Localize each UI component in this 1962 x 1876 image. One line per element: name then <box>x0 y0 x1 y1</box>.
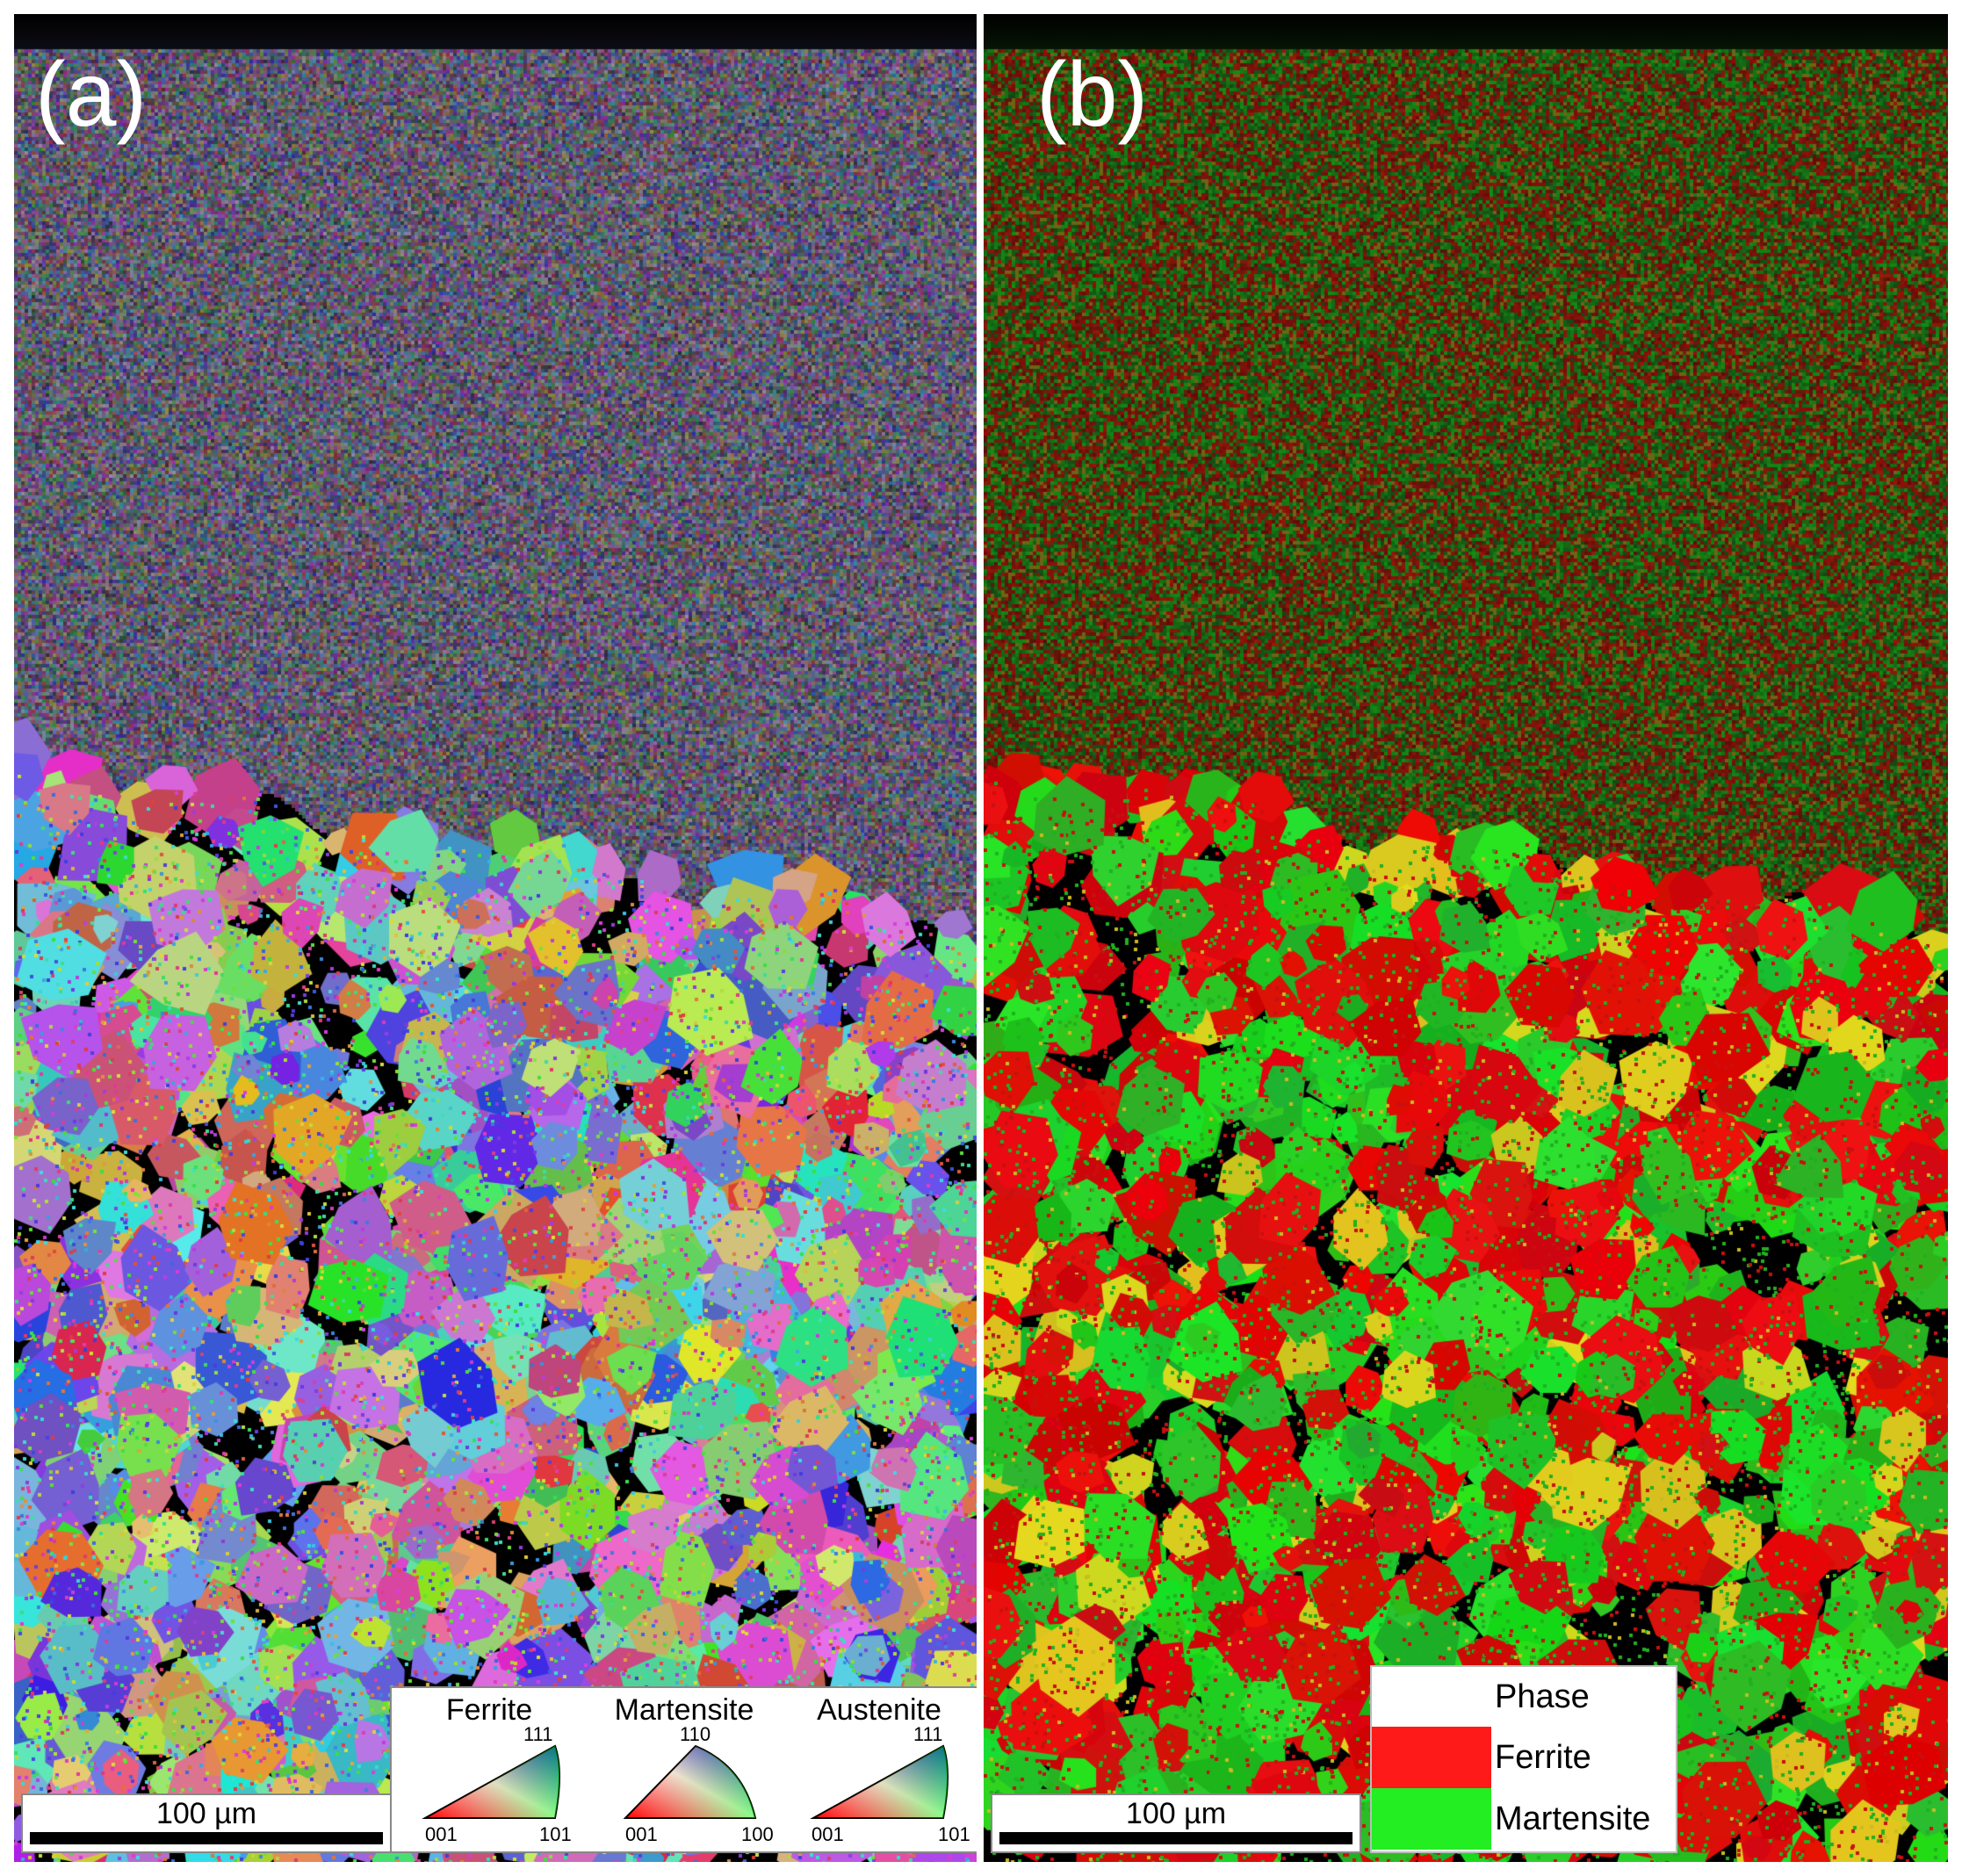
phase-legend-entry-martensite: Martensite <box>1372 1788 1674 1850</box>
phase-map-image <box>984 14 1948 1862</box>
ipf-triangle-icon <box>810 1744 949 1819</box>
ipf-corner-bottom-right: 101 <box>539 1823 572 1845</box>
ipf-corner-bottom-left: 001 <box>625 1823 658 1845</box>
ipf-corner-top: 111 <box>523 1723 553 1745</box>
phase-legend-entry-ferrite: Ferrite <box>1372 1727 1674 1788</box>
ipf-triangle-icon <box>623 1744 757 1819</box>
phase-legend-label: Ferrite <box>1495 1739 1591 1776</box>
scale-bar-line <box>30 1832 383 1844</box>
scale-bar-label: 100 µm <box>155 1797 257 1830</box>
ipf-phase-name: Austenite <box>817 1693 941 1727</box>
scale-bar-label: 100 µm <box>1125 1797 1227 1830</box>
ipf-corner-bottom-right: 100 <box>741 1823 774 1845</box>
ipf-phase-name: Martensite <box>614 1693 754 1727</box>
ipf-phase-name: Ferrite <box>445 1693 533 1727</box>
ipf-key-ferrite: Ferrite 111 001 101 <box>392 1688 587 1851</box>
ipf-corner-top: 111 <box>913 1723 943 1745</box>
ipf-corner-bottom-left: 001 <box>425 1823 458 1845</box>
ipf-corner-top: 110 <box>680 1723 711 1745</box>
scale-bar-line <box>999 1832 1352 1844</box>
scale-bar-a: 100 µm <box>21 1793 392 1853</box>
phase-legend-label: Martensite <box>1495 1800 1651 1837</box>
ipf-key-austenite: Austenite 111 001 101 <box>782 1688 977 1851</box>
orientation-map-panel: (a) 100 µm Ferrite <box>14 14 977 1862</box>
phase-legend-header: Phase <box>1495 1678 1590 1715</box>
phase-map-panel: (b) 100 µm Phase Ferrite Martensite <box>984 14 1948 1862</box>
ipf-key-martensite: Martensite 110 001 100 <box>587 1688 782 1851</box>
phase-legend: Phase Ferrite Martensite <box>1370 1665 1677 1853</box>
panel-label-a: (a) <box>35 44 148 146</box>
ipf-corner-bottom-left: 001 <box>811 1823 844 1845</box>
panel-label-b: (b) <box>1036 44 1149 146</box>
orientation-map-image <box>14 14 977 1862</box>
ipf-corner-bottom-right: 101 <box>938 1823 970 1845</box>
phase-swatch-ferrite <box>1372 1727 1491 1788</box>
phase-swatch-martensite <box>1372 1788 1491 1850</box>
scale-bar-b: 100 µm <box>991 1793 1361 1853</box>
ipf-triangle-icon <box>422 1744 560 1819</box>
ipf-color-key: Ferrite 111 001 101 <box>390 1686 977 1853</box>
